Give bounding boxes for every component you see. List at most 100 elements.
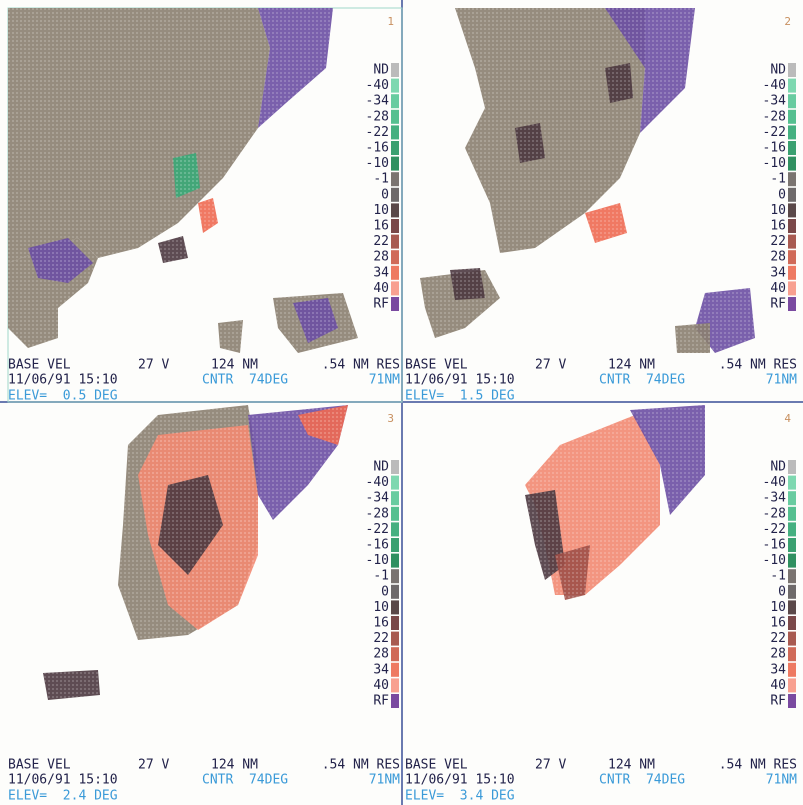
legend-label: 10 — [373, 203, 389, 218]
legend-label: -10 — [366, 553, 389, 568]
panel-number: 1 — [387, 15, 394, 28]
legend-label: 10 — [770, 600, 786, 615]
radar-grain — [158, 236, 188, 263]
legend-label: RF — [770, 694, 786, 709]
legend-label: 22 — [770, 234, 786, 249]
distance: 71NM — [766, 373, 797, 388]
legend-label: 34 — [373, 265, 389, 280]
legend-swatch — [788, 78, 796, 93]
radar-grain — [605, 63, 633, 103]
legend-swatch — [391, 662, 399, 677]
radar-grain — [515, 123, 545, 163]
legend-label: ND — [373, 460, 389, 475]
radar-grain — [630, 405, 705, 515]
legend-swatch — [788, 600, 796, 615]
legend-swatch — [788, 631, 796, 646]
legend-swatch — [788, 94, 796, 109]
legend-swatch — [788, 187, 796, 202]
legend-swatch — [391, 250, 399, 265]
legend-label: 0 — [778, 584, 786, 599]
legend-label: -22 — [366, 522, 389, 537]
legend-label: 28 — [373, 647, 389, 662]
radar-grain — [555, 545, 590, 600]
legend-swatch — [788, 569, 796, 584]
legend-label: 40 — [770, 678, 786, 693]
legend-label: ND — [770, 63, 786, 78]
legend-swatch — [788, 250, 796, 265]
legend-label: -16 — [366, 141, 389, 156]
legend-swatch — [788, 265, 796, 280]
legend-label: 10 — [373, 600, 389, 615]
radar-grain — [525, 490, 565, 580]
legend-swatch — [788, 219, 796, 233]
legend-label: 34 — [373, 662, 389, 677]
distance: 71NM — [369, 773, 400, 788]
legend-swatch — [788, 125, 796, 140]
legend-label: -28 — [763, 109, 786, 124]
legend-label: 16 — [770, 616, 786, 631]
legend-swatch — [391, 506, 399, 521]
elevation: ELEV= 1.5 DEG — [405, 389, 515, 404]
legend-swatch — [788, 522, 796, 537]
legend-swatch — [788, 281, 796, 296]
legend-label: 0 — [381, 187, 389, 202]
legend-label: -10 — [763, 156, 786, 171]
legend-label: 22 — [373, 631, 389, 646]
legend-swatch — [391, 63, 399, 77]
legend-swatch — [391, 647, 399, 662]
legend-label: -40 — [366, 475, 389, 490]
legend-label: 22 — [770, 631, 786, 646]
legend-label: 10 — [770, 203, 786, 218]
legend-label: 34 — [770, 662, 786, 677]
legend-swatch — [788, 141, 796, 155]
radar-grain — [293, 298, 338, 343]
legend-label: 22 — [373, 234, 389, 249]
legend-label: -34 — [763, 94, 787, 109]
legend-swatch — [391, 219, 399, 233]
legend-swatch — [788, 109, 796, 124]
legend-swatch — [788, 584, 796, 599]
legend-swatch — [391, 109, 399, 124]
datetime: 11/06/91 15:10 — [8, 773, 118, 788]
legend-label: 34 — [770, 265, 786, 280]
legend-swatch — [788, 616, 796, 630]
legend-label: -40 — [763, 78, 786, 93]
legend-swatch — [391, 187, 399, 202]
mode: 27 V — [138, 358, 169, 373]
legend-label: RF — [770, 297, 786, 312]
legend-label: RF — [373, 694, 389, 709]
range: 124 NM — [608, 358, 655, 373]
center: CNTR 74DEG — [202, 773, 288, 788]
radar-grain — [585, 203, 627, 243]
legend-swatch — [788, 647, 796, 662]
legend-swatch — [391, 460, 399, 474]
radar-grain — [158, 475, 223, 575]
legend-label: -1 — [373, 172, 389, 187]
legend-label: -1 — [770, 569, 786, 584]
datetime: 11/06/91 15:10 — [405, 373, 515, 388]
mode: 27 V — [535, 358, 566, 373]
legend-label: ND — [373, 63, 389, 78]
radar-grain — [258, 8, 333, 128]
radar-grain — [173, 153, 200, 198]
legend-label: 0 — [778, 187, 786, 202]
legend-swatch — [391, 125, 399, 140]
legend-label: -10 — [763, 553, 786, 568]
legend-swatch — [788, 553, 796, 568]
product: BASE VEL — [405, 758, 468, 773]
legend-swatch — [788, 491, 796, 506]
distance: 71NM — [766, 773, 797, 788]
legend-swatch — [391, 172, 399, 187]
legend-label: ND — [770, 460, 786, 475]
mode: 27 V — [535, 758, 566, 773]
elevation: ELEV= 2.4 DEG — [8, 789, 118, 804]
legend-label: 16 — [770, 219, 786, 234]
radar-grain — [298, 405, 348, 445]
resolution: .54 NM RES — [719, 358, 797, 373]
product: BASE VEL — [405, 358, 468, 373]
legend-swatch — [391, 475, 399, 490]
panel-number: 3 — [387, 412, 394, 425]
legend-swatch — [391, 281, 399, 296]
radar-grain — [675, 323, 710, 353]
